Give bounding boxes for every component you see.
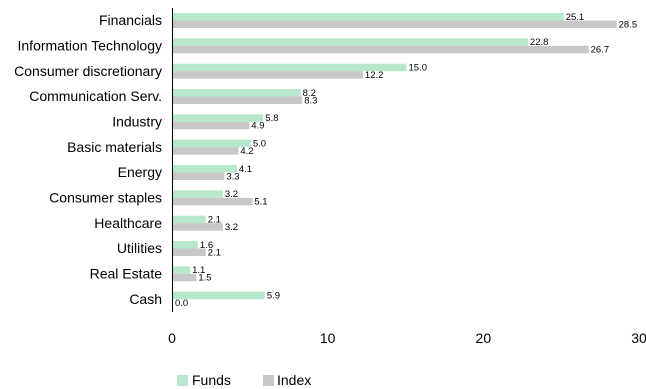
index-value-label: 5.1 (254, 197, 267, 208)
funds-bar (173, 89, 301, 97)
funds-bar (173, 190, 223, 198)
funds-legend-label: Funds (192, 372, 231, 388)
category-label: Utilities (117, 240, 162, 256)
index-value-label: 28.5 (619, 19, 638, 30)
funds-value-label: 25.1 (566, 12, 585, 23)
funds-bar (173, 139, 251, 148)
funds-value-label: 5.0 (253, 138, 266, 149)
index-value-label: 26.7 (591, 45, 610, 56)
funds-value-label: 3.2 (225, 189, 238, 200)
category-label: Industry (112, 114, 162, 130)
index-value-label: 1.5 (198, 273, 211, 284)
index-value-label: 3.2 (225, 222, 238, 233)
x-tick-label: 20 (476, 330, 492, 346)
index-value-label: 2.1 (208, 247, 221, 258)
category-label: Real Estate (90, 266, 163, 282)
x-tick-label: 10 (320, 330, 336, 346)
funds-bar (173, 215, 206, 224)
legend: Funds Index (177, 372, 311, 388)
index-legend-label: Index (277, 372, 311, 388)
index-value-label: 4.2 (240, 146, 253, 157)
axis-layer: 0 10 20 30 (168, 8, 646, 346)
index-bar (173, 20, 617, 28)
index-bar (173, 273, 197, 282)
category-label: Energy (118, 164, 162, 180)
index-value-label: 3.3 (226, 171, 239, 182)
index-bar (173, 71, 363, 79)
funds-value-label: 4.1 (239, 164, 252, 175)
funds-bar (173, 165, 237, 173)
index-bar (173, 248, 206, 256)
index-bar (173, 96, 303, 104)
index-bar (173, 223, 223, 231)
funds-bar (173, 241, 198, 249)
funds-bar (173, 13, 564, 21)
funds-bar (173, 266, 191, 274)
funds-value-label: 2.1 (208, 214, 221, 225)
bars-layer (173, 13, 617, 300)
funds-value-label: 15.0 (409, 62, 428, 73)
x-tick-label: 0 (168, 330, 176, 346)
funds-bar (173, 38, 528, 46)
funds-value-label: 5.8 (265, 113, 278, 124)
x-tick-label: 30 (631, 330, 646, 346)
funds-value-label: 22.8 (530, 37, 549, 48)
category-label: Consumer discretionary (14, 63, 162, 79)
index-value-label: 0.0 (175, 298, 188, 309)
index-value-label: 8.3 (304, 95, 317, 106)
category-label: Consumer staples (49, 190, 162, 206)
funds-value-label: 5.9 (267, 290, 280, 301)
funds-legend-swatch (177, 375, 188, 386)
funds-bar (173, 291, 265, 300)
value-labels-layer: 25.128.522.826.715.012.28.28.35.84.95.04… (175, 12, 637, 309)
category-label: Information Technology (18, 38, 163, 54)
funds-value-label: 1.1 (192, 265, 205, 276)
index-bar (173, 147, 239, 155)
funds-bar (173, 114, 264, 122)
category-label: Financials (99, 12, 162, 28)
index-bar (173, 121, 250, 130)
index-bar (173, 45, 589, 54)
funds-value-label: 8.2 (303, 88, 316, 99)
funds-value-label: 1.6 (200, 240, 213, 251)
index-value-label: 4.9 (251, 121, 264, 132)
category-labels-layer: Financials Information Technology Consumer… (14, 12, 162, 307)
index-bar (173, 197, 253, 206)
category-label: Healthcare (94, 215, 162, 231)
funds-bar (173, 63, 407, 72)
index-legend-swatch (263, 375, 274, 386)
category-label: Basic materials (67, 139, 162, 155)
category-label: Communication Serv. (29, 88, 162, 104)
category-label: Cash (129, 291, 162, 307)
index-value-label: 12.2 (365, 70, 384, 81)
index-bar (173, 172, 225, 180)
